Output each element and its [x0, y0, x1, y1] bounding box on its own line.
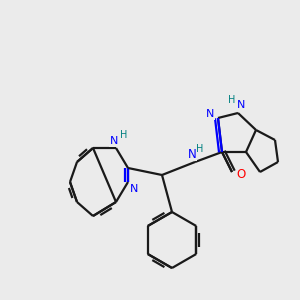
- Text: N: N: [188, 148, 196, 160]
- Text: N: N: [130, 184, 138, 194]
- Text: H: H: [228, 95, 236, 105]
- Text: H: H: [120, 130, 128, 140]
- Text: N: N: [237, 100, 245, 110]
- Text: N: N: [206, 109, 214, 119]
- Text: N: N: [110, 136, 118, 146]
- Text: H: H: [196, 144, 204, 154]
- Text: O: O: [236, 169, 246, 182]
